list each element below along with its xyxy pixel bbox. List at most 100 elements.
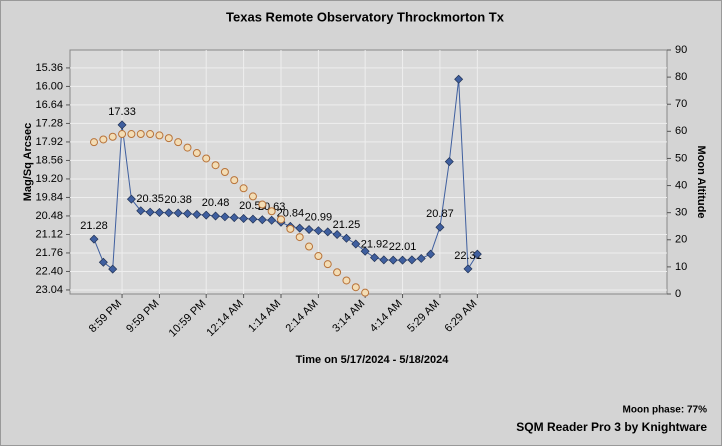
- moon-point: [286, 224, 295, 233]
- moon-point: [277, 215, 285, 224]
- y-tick-label: 18.56: [35, 154, 63, 166]
- y2-tick-label: 20: [675, 234, 687, 246]
- data-point: [426, 249, 436, 259]
- moon-point: [155, 131, 164, 140]
- data-label: 22.31: [454, 250, 482, 262]
- data-point: [145, 207, 155, 217]
- data-point: [454, 74, 464, 84]
- data-point: [183, 209, 192, 219]
- data-label: 20.38: [164, 194, 192, 206]
- y-tick-label: 16.64: [35, 99, 63, 111]
- data-point: [388, 255, 398, 265]
- credit: SQM Reader Pro 3 by Knightware: [516, 420, 707, 434]
- y2-tick-label: 60: [675, 125, 687, 137]
- moon-point: [90, 138, 98, 147]
- moon-point: [108, 132, 117, 141]
- moon-point: [202, 154, 211, 163]
- y2-tick-label: 30: [675, 207, 687, 219]
- y2-tick-label: 80: [675, 71, 687, 83]
- data-point: [351, 239, 361, 249]
- data-point: [201, 210, 211, 220]
- y-tick-label: 21.12: [35, 228, 63, 240]
- data-point: [407, 255, 417, 265]
- moon-point: [183, 143, 192, 152]
- moon-point: [333, 268, 342, 277]
- data-point: [416, 253, 426, 263]
- data-point: [257, 215, 267, 225]
- data-label: 20.87: [426, 208, 454, 220]
- data-label: 20.84: [277, 207, 305, 219]
- moon-point: [351, 283, 360, 292]
- moon-point: [164, 134, 173, 143]
- moon-point: [305, 242, 314, 251]
- moon-phase: Moon phase: 77%: [623, 405, 708, 416]
- moon-point: [192, 149, 201, 158]
- data-point: [379, 255, 389, 265]
- moon-point: [314, 252, 323, 261]
- data-label: 20.35: [136, 193, 164, 205]
- data-point: [304, 225, 314, 235]
- y-tick-label: 22.40: [35, 265, 63, 277]
- y-tick-label: 17.92: [35, 136, 63, 148]
- data-point: [267, 215, 277, 225]
- data-point: [463, 264, 473, 274]
- data-label: 21.92: [361, 238, 389, 250]
- moon-point: [99, 135, 108, 144]
- data-label: 20.48: [202, 197, 230, 209]
- data-label: 17.33: [108, 106, 136, 118]
- data-point: [398, 255, 408, 265]
- data-label: 21.25: [333, 219, 361, 231]
- moon-point: [361, 288, 370, 297]
- moon-point: [239, 184, 248, 193]
- moon-point: [127, 130, 136, 139]
- data-point: [444, 157, 454, 167]
- y2-tick-label: 40: [675, 179, 687, 191]
- moon-point: [295, 233, 304, 242]
- moon-point: [220, 168, 229, 176]
- data-point: [435, 222, 445, 232]
- data-point: [229, 213, 239, 223]
- data-point: [211, 211, 221, 221]
- moon-point: [258, 200, 267, 209]
- data-label: 22.01: [389, 241, 417, 253]
- y-tick-label: 19.20: [35, 173, 63, 185]
- moon-point: [248, 192, 257, 201]
- data-point: [248, 214, 258, 224]
- data-point: [313, 226, 323, 236]
- y2-tick-label: 70: [675, 98, 687, 110]
- chart-title: Texas Remote Observatory Throckmorton Tx: [226, 9, 505, 24]
- y-tick-label: 16.00: [35, 80, 63, 92]
- moon-point: [323, 260, 332, 269]
- moon-point: [211, 161, 220, 170]
- data-point: [89, 234, 99, 244]
- y-tick-label: 15.36: [35, 62, 63, 74]
- data-point: [360, 246, 370, 256]
- y2-tick-label: 10: [675, 261, 687, 273]
- data-point: [239, 214, 249, 224]
- moon-point: [174, 138, 183, 147]
- data-point: [126, 194, 136, 204]
- data-point: [98, 257, 108, 267]
- y-tick-label: 19.84: [35, 191, 63, 203]
- data-point: [173, 208, 183, 218]
- data-point: [220, 212, 230, 222]
- y-tick-label: 23.04: [35, 284, 63, 296]
- data-point: [154, 207, 164, 217]
- y-tick-label: 17.28: [35, 117, 63, 129]
- y-axis-title: Mag/Sq Arcsec: [22, 123, 34, 201]
- moon-point: [146, 130, 155, 139]
- data-point: [332, 229, 342, 239]
- moon-point: [230, 176, 239, 185]
- data-point: [370, 253, 379, 263]
- data-point: [295, 223, 305, 233]
- moon-point: [267, 207, 276, 216]
- y2-tick-label: 50: [675, 152, 687, 164]
- y2-tick-label: 90: [675, 44, 687, 56]
- data-point: [164, 208, 174, 218]
- moon-point: [136, 130, 145, 139]
- data-point: [117, 120, 127, 130]
- data-point: [108, 264, 118, 274]
- y-tick-label: 20.48: [35, 210, 63, 222]
- moon-point: [342, 276, 351, 285]
